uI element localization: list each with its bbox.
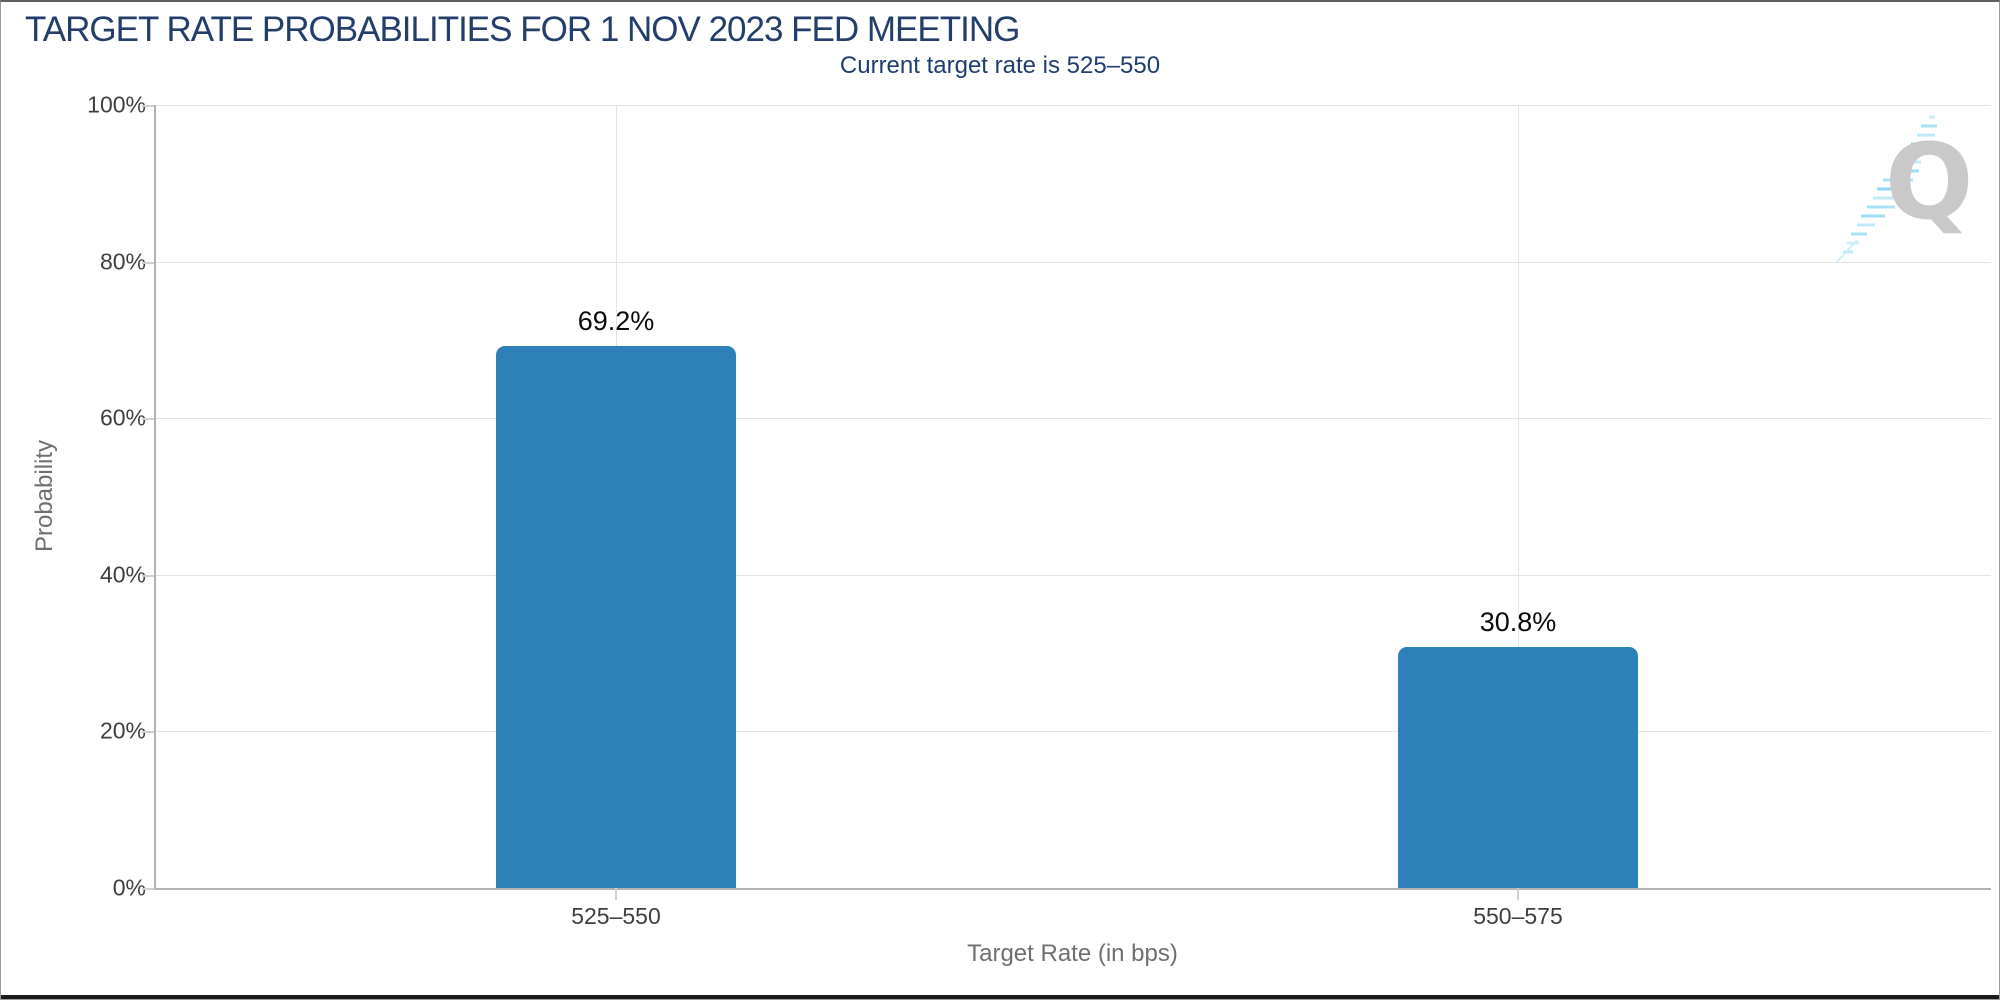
y-tick-mark-60% [142,418,154,420]
gridline-100% [154,105,1991,106]
y-tick-mark-0% [142,888,154,890]
chart-subtitle: Current target rate is 525–550 [839,52,1161,79]
y-axis-title: Probability [31,439,58,553]
gridline-0% [154,888,1991,890]
x-tick-label-525–550: 525–550 [571,903,661,929]
gridline-80% [154,262,1991,263]
y-tick-label-20%: 20% [99,717,146,744]
x-tick-label-550–575: 550–575 [1473,903,1563,929]
x-tick-mark-550–575 [1517,888,1519,900]
logo-dashes-icon [1836,115,1937,263]
plot-area [154,105,1991,890]
quikstrike-watermark: Q [1833,102,1999,267]
y-tick-label-60%: 60% [99,404,146,431]
bar-value-label-525–550: 69.2% [577,306,655,336]
bar-525–550[interactable] [496,346,736,888]
y-tick-mark-40% [142,575,154,577]
logo-q-icon: Q [1885,121,1974,243]
y-tick-mark-80% [142,262,154,264]
gridline-20% [154,731,1991,732]
y-tick-mark-20% [142,731,154,733]
y-tick-label-40%: 40% [99,561,146,588]
gridline-40% [154,575,1991,576]
chart-title: TARGET RATE PROBABILITIES FOR 1 NOV 2023… [25,10,1020,49]
y-tick-mark-100% [142,105,154,107]
bar-550–575[interactable] [1398,647,1638,888]
y-tick-label-100%: 100% [87,91,146,118]
bottom-window-edge [1,995,1999,999]
x-axis-title: Target Rate (in bps) [967,940,1178,967]
y-axis-line [154,105,156,888]
y-tick-label-80%: 80% [99,248,146,275]
bar-value-label-550–575: 30.8% [1479,607,1557,637]
x-tick-mark-525–550 [615,888,617,900]
category-gridline-550–575 [1518,105,1519,888]
y-tick-label-0%: 0% [112,874,146,901]
gridline-60% [154,418,1991,419]
